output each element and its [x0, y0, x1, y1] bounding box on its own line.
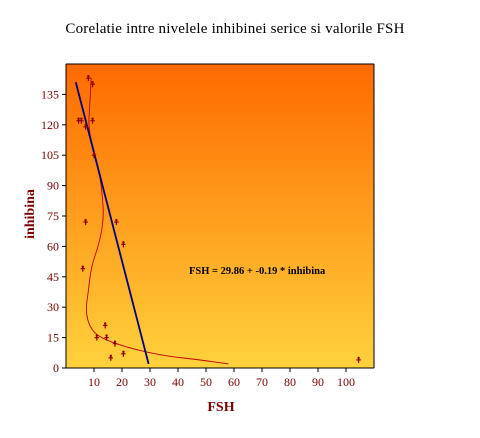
y-tick-label: 60 — [47, 239, 59, 253]
y-tick-label: 30 — [47, 300, 59, 314]
data-point-marker — [105, 334, 108, 337]
data-point-marker — [81, 265, 85, 268]
data-point — [90, 117, 95, 124]
x-tick-label: 40 — [172, 375, 184, 389]
data-point-marker — [77, 117, 80, 120]
data-point-marker — [109, 354, 113, 358]
y-tick-label: 0 — [53, 361, 59, 375]
data-point-marker — [84, 123, 87, 127]
data-point — [104, 334, 109, 341]
data-point-marker — [87, 74, 90, 78]
y-tick-label: 120 — [41, 118, 59, 132]
data-point-marker — [91, 81, 94, 84]
data-point — [112, 340, 118, 347]
y-tick-label: 45 — [47, 270, 59, 284]
x-tick-label: 90 — [312, 375, 324, 389]
x-tick-label: 50 — [200, 375, 212, 389]
data-point-marker — [84, 218, 87, 222]
data-point — [79, 117, 84, 124]
chart-title: Corelatie intre nivelele inhibinei seric… — [65, 21, 405, 37]
data-point — [356, 356, 361, 363]
data-point — [90, 81, 95, 88]
y-tick-label: 75 — [47, 209, 59, 223]
y-tick-label: 15 — [47, 331, 59, 345]
data-point — [114, 218, 119, 226]
x-tick-label: 80 — [284, 375, 296, 389]
x-tick-label: 100 — [337, 375, 355, 389]
data-point — [86, 74, 91, 82]
data-point-marker — [91, 117, 94, 120]
regression-line — [74, 82, 150, 365]
data-point — [80, 265, 85, 272]
data-point — [83, 123, 88, 130]
y-tick-label: 105 — [41, 148, 59, 162]
data-point-marker — [122, 241, 125, 244]
x-axis-title: FSH — [207, 400, 235, 415]
data-point-marker — [80, 117, 83, 120]
data-point — [121, 350, 126, 357]
data-point — [94, 334, 99, 341]
data-point — [103, 322, 108, 329]
data-point-marker — [104, 322, 107, 325]
x-tick-label: 20 — [116, 375, 128, 389]
x-tick-label: 60 — [228, 375, 240, 389]
y-tick-label: 90 — [47, 179, 59, 193]
data-point — [91, 152, 97, 159]
data-point-marker — [357, 356, 360, 360]
y-tick-label: 135 — [41, 87, 59, 101]
data-point-marker — [115, 218, 118, 222]
data-point-marker — [122, 350, 125, 354]
data-point — [83, 218, 88, 226]
data-point — [121, 241, 126, 248]
x-tick-label: 30 — [144, 375, 156, 389]
y-axis-title: inhibina — [23, 189, 38, 239]
data-point-marker — [113, 340, 117, 343]
regression-equation: FSH = 29.86 + -0.19 * inhibina — [189, 266, 326, 277]
data-point-marker — [95, 334, 99, 337]
data-point — [108, 354, 113, 361]
x-tick-label: 70 — [256, 375, 268, 389]
data-point-marker — [92, 152, 96, 155]
x-tick-label: 10 — [88, 375, 100, 389]
plot-area — [66, 64, 374, 368]
